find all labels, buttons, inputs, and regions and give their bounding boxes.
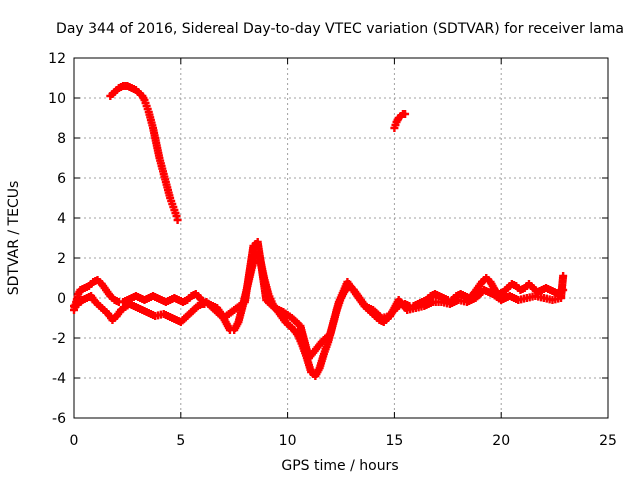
series-arc-main-secondary <box>70 238 568 362</box>
data-points <box>70 82 568 380</box>
x-tick-label: 20 <box>492 433 510 449</box>
data-point <box>173 216 182 224</box>
series-arc-high-late <box>390 110 410 132</box>
data-point <box>401 110 410 118</box>
y-tick-label: 12 <box>48 51 66 67</box>
axis-ticks: 0 5 10 15 20 25 -6 -4 -2 0 2 4 6 8 10 12 <box>48 51 617 449</box>
data-point <box>559 272 568 280</box>
y-tick-label: 0 <box>57 291 66 307</box>
x-tick-label: 15 <box>385 433 403 449</box>
y-tick-label: 2 <box>57 251 66 267</box>
y-tick-label: 10 <box>48 91 66 107</box>
y-tick-label: 4 <box>57 211 66 227</box>
x-axis-label: GPS time / hours <box>281 458 398 474</box>
y-tick-label: -4 <box>52 371 66 387</box>
x-tick-label: 5 <box>176 433 185 449</box>
series-arc-high-early <box>106 82 182 224</box>
x-tick-label: 0 <box>70 433 79 449</box>
y-tick-label: 8 <box>57 131 66 147</box>
y-tick-label: 6 <box>57 171 66 187</box>
y-axis-label: SDTVAR / TECUs <box>6 181 22 296</box>
x-tick-label: 25 <box>599 433 617 449</box>
plot-frame <box>73 57 609 419</box>
grid <box>74 58 608 418</box>
y-tick-label: -2 <box>52 331 66 347</box>
chart-title: Day 344 of 2016, Sidereal Day-to-day VTE… <box>56 21 624 37</box>
x-tick-label: 10 <box>279 433 297 449</box>
y-tick-label: -6 <box>52 411 66 427</box>
